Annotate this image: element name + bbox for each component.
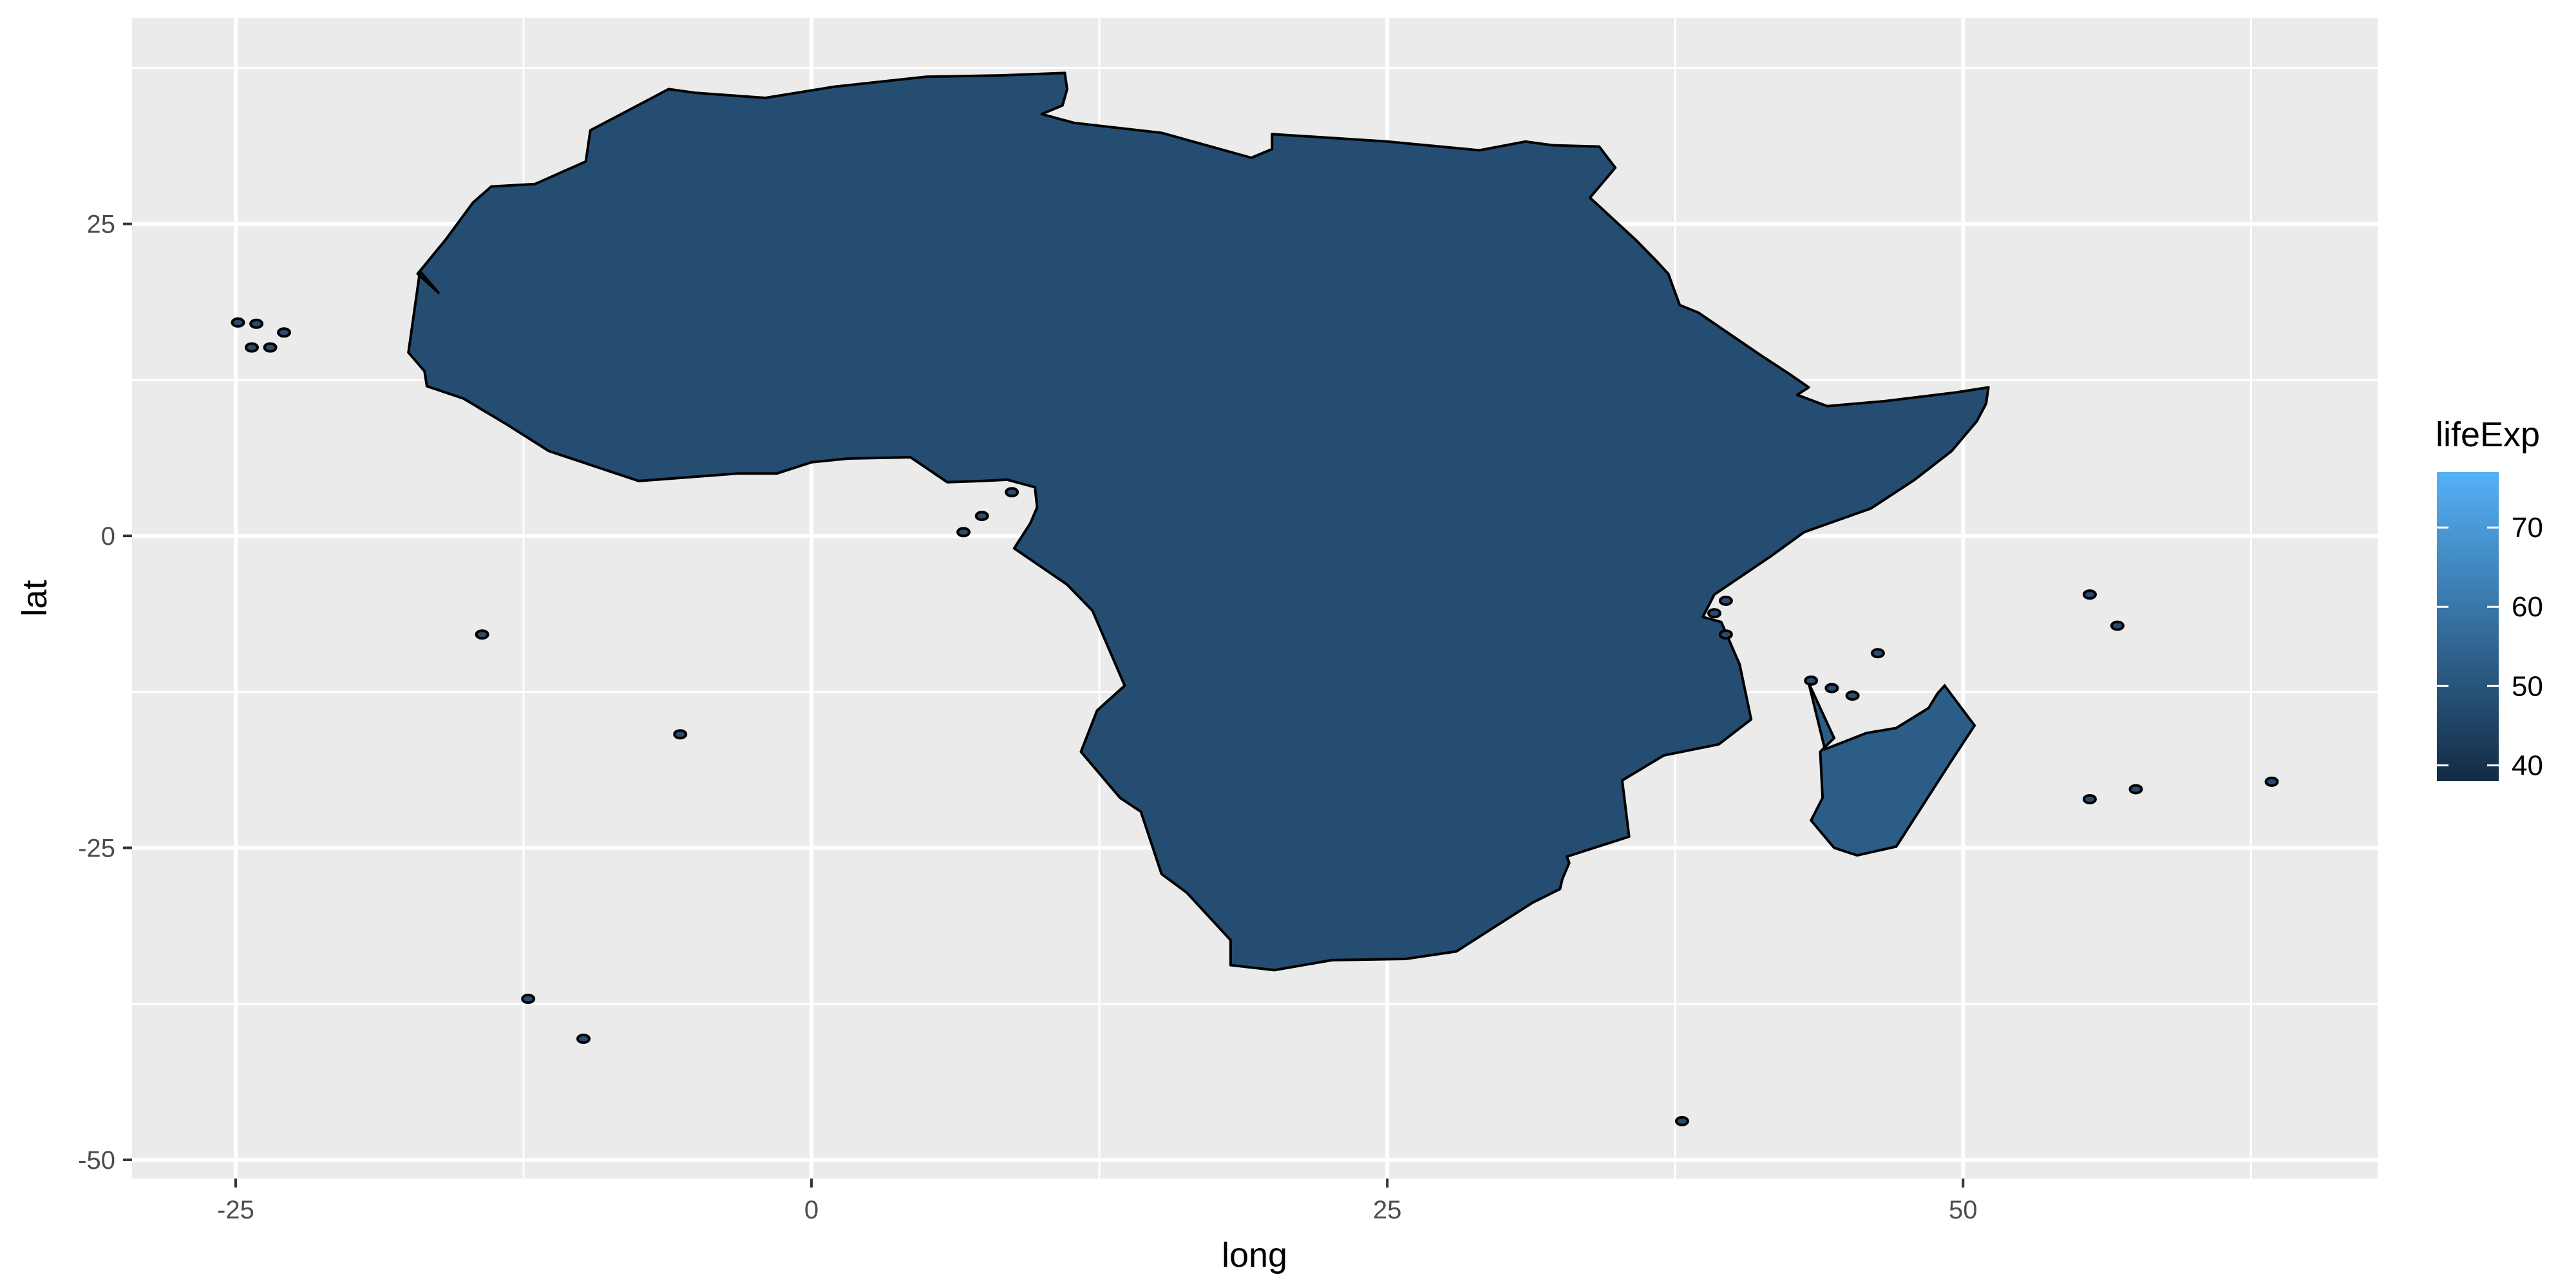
island (2082, 589, 2097, 600)
y-axis-ticks: 25 0 -25 -50 (78, 211, 132, 1175)
island (2264, 776, 2279, 787)
continent-outline-stroke (407, 71, 1990, 972)
x-tick-label: 0 (804, 1196, 819, 1224)
x-tick-label: 50 (1949, 1196, 1978, 1224)
island (2110, 620, 2125, 631)
island (1718, 629, 1733, 640)
y-tick-label: -25 (78, 835, 115, 863)
island (576, 1033, 591, 1044)
island (249, 318, 264, 329)
island (1804, 675, 1819, 686)
island (2082, 793, 2097, 804)
island (475, 629, 489, 640)
island (974, 511, 989, 522)
legend-tick-label: 40 (2512, 750, 2543, 781)
island (231, 317, 245, 328)
island (1674, 1115, 1689, 1126)
y-axis-title: lat (15, 580, 54, 616)
y-tick-label: 0 (101, 522, 115, 551)
x-tick-label: 25 (1373, 1196, 1402, 1224)
island (1718, 595, 1733, 606)
x-axis-title: long (1222, 1236, 1287, 1274)
island (244, 342, 259, 353)
island (1845, 690, 1860, 701)
x-tick-label: -25 (217, 1196, 254, 1224)
continent-base (408, 73, 1989, 971)
island (956, 527, 971, 538)
legend-title: lifeExp (2436, 415, 2540, 454)
legend-tick-label: 50 (2512, 670, 2543, 702)
legend-tick-label: 60 (2512, 591, 2543, 623)
continent-outline (407, 71, 1990, 972)
y-tick-label: 25 (87, 211, 116, 239)
island (521, 993, 536, 1004)
y-tick-label: -50 (78, 1146, 115, 1175)
madagascar-outline (1807, 682, 1976, 857)
island (263, 342, 278, 353)
x-axis-ticks: -25 0 25 50 (217, 1179, 1977, 1224)
island (1005, 487, 1019, 498)
island (1870, 648, 1885, 659)
island (1707, 608, 1721, 619)
islands (231, 317, 2279, 1126)
legend-colorbar (2437, 472, 2499, 781)
island (2128, 784, 2143, 795)
island (1824, 683, 1839, 694)
island (673, 729, 688, 740)
island (277, 327, 292, 338)
legend-ticks: 70 60 50 40 (2437, 512, 2543, 781)
legend-tick-label: 70 (2512, 512, 2543, 544)
